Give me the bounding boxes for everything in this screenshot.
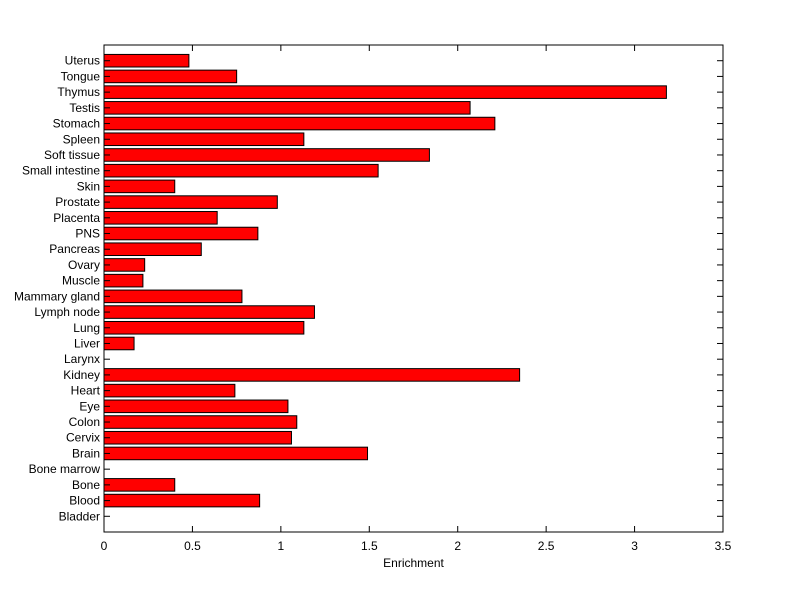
y-tick-label: Blood (69, 494, 100, 508)
bar-small-intestine (103, 163, 379, 178)
x-tick-label: 3.5 (715, 539, 732, 553)
x-tick-label: 1 (278, 539, 285, 553)
x-tick-label: 0.5 (184, 539, 201, 553)
y-tick-label: Mammary gland (14, 289, 100, 303)
y-tick-label: Uterus (65, 54, 100, 68)
bar-cervix (103, 430, 292, 445)
bar-heart (103, 383, 236, 398)
bar-thymus (103, 85, 667, 99)
x-axis-label: Enrichment (383, 556, 444, 570)
bar-placenta (103, 211, 218, 225)
y-tick-label: Small intestine (22, 164, 100, 178)
y-tick-label: Heart (71, 384, 101, 398)
bar-lymph-node (103, 305, 315, 319)
y-tick-label: Bladder (59, 509, 100, 523)
bar-bone (103, 478, 176, 492)
y-tick-label: Larynx (64, 352, 100, 366)
bar-eye (103, 399, 289, 414)
x-tick-label: 3 (631, 539, 638, 553)
bar-pancreas (103, 242, 202, 257)
bar-spleen (103, 132, 305, 147)
bar-tongue (103, 69, 238, 84)
y-tick-label: Muscle (62, 274, 100, 288)
bar-brain (103, 446, 369, 461)
bar-kidney (103, 368, 521, 382)
bar-stomach (103, 116, 496, 131)
y-tick-label: Placenta (53, 211, 100, 225)
x-tick-label: 2.5 (538, 539, 555, 553)
bar-pns (103, 226, 259, 241)
y-tick-label: Bone (72, 478, 100, 492)
bar-mammary-gland (103, 289, 243, 304)
bars-group (103, 53, 667, 508)
y-tick-label: Ovary (68, 258, 100, 272)
y-tick-label: Prostate (55, 195, 100, 209)
bar-blood (103, 493, 261, 508)
y-tick-label: Liver (74, 336, 100, 350)
bar-soft-tissue (103, 148, 430, 162)
y-tick-label: PNS (75, 227, 100, 241)
y-tick-label: Tongue (61, 69, 101, 83)
bar-testis (103, 101, 471, 115)
y-tick-label: Soft tissue (44, 148, 100, 162)
y-tick-label: Lymph node (34, 305, 100, 319)
y-tick-label: Kidney (63, 368, 100, 382)
y-tick-label: Testis (69, 101, 100, 115)
plot-area-frame (103, 44, 724, 533)
x-tick-label: 2 (454, 539, 461, 553)
x-tick-label: 1.5 (361, 539, 378, 553)
bar-skin (103, 179, 176, 194)
y-tick-label: Brain (72, 446, 100, 460)
y-tick-label: Spleen (63, 132, 100, 146)
y-tick-label: Pancreas (49, 242, 100, 256)
bar-lung (103, 320, 305, 335)
y-tick-label: Colon (69, 415, 100, 429)
bar-ovary (103, 258, 146, 272)
bar-prostate (103, 195, 278, 209)
x-tick-label: 0 (101, 539, 108, 553)
y-tick-label: Skin (77, 179, 100, 193)
y-tick-label: Cervix (66, 431, 100, 445)
y-tick-label: Eye (79, 399, 100, 413)
y-tick-label: Bone marrow (29, 462, 101, 476)
y-tick-label: Stomach (53, 117, 100, 131)
y-tick-label: Lung (73, 321, 100, 335)
bar-colon (103, 415, 298, 429)
bar-uterus (103, 53, 190, 68)
y-tick-label: Thymus (57, 85, 100, 99)
